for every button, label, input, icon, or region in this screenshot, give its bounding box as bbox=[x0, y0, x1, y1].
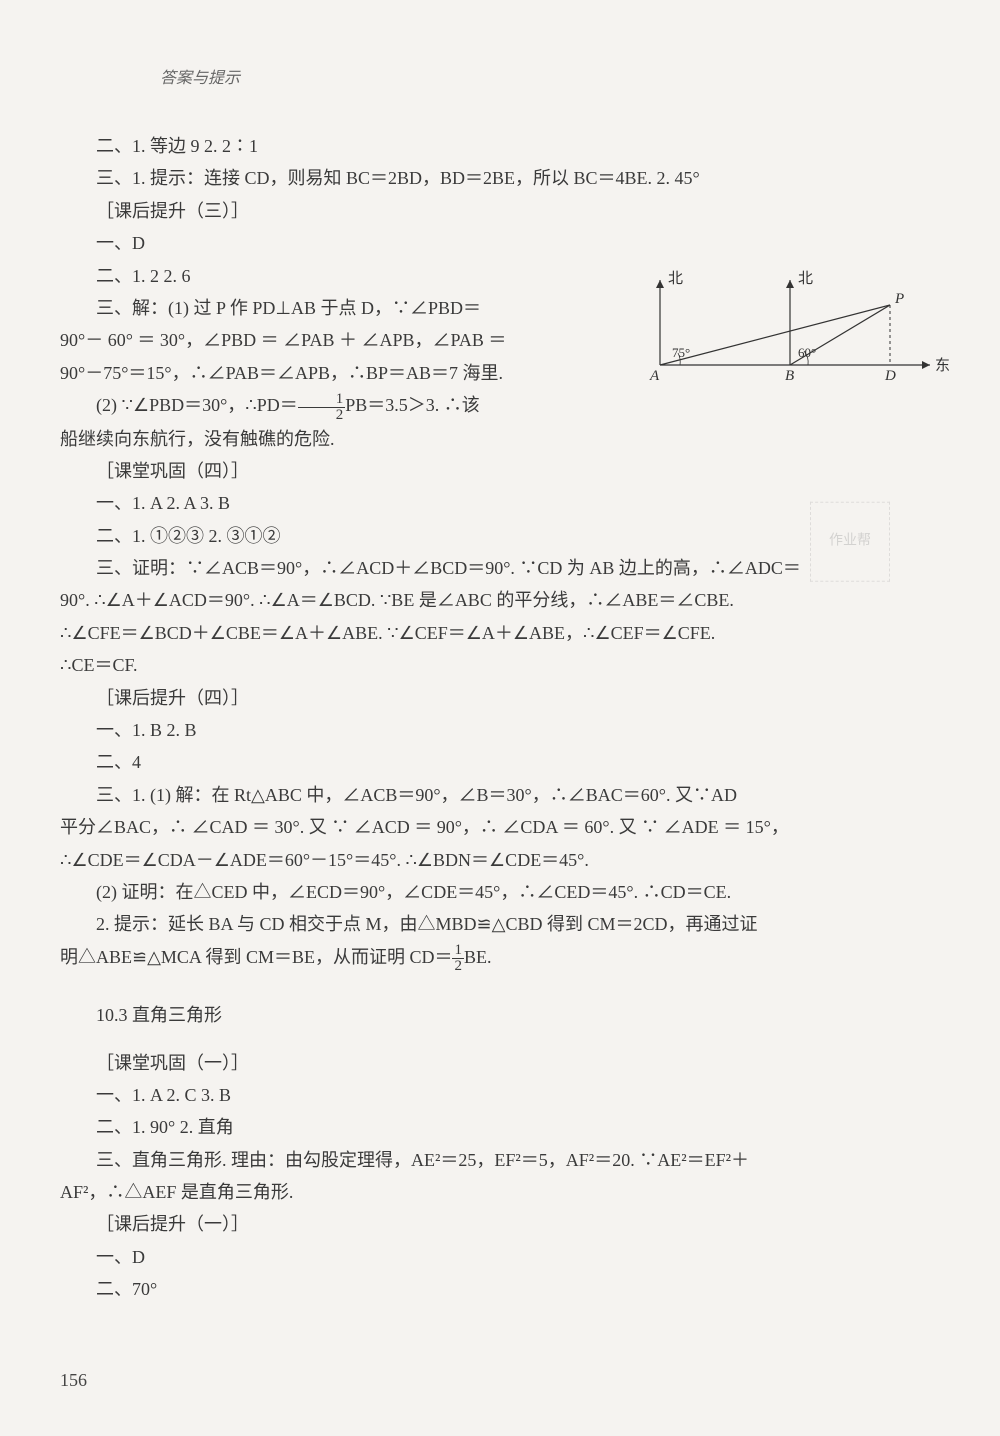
chapter-title: 10.3 直角三角形 bbox=[60, 999, 950, 1031]
fraction-denominator: 2 bbox=[452, 959, 464, 974]
fraction-denominator: 2 bbox=[298, 408, 346, 423]
text-line: 一、1. B 2. B bbox=[60, 714, 950, 746]
svg-text:A: A bbox=[649, 368, 660, 384]
text-fragment: 明△ABE≌△MCA 得到 CM＝BE，从而证明 CD＝ bbox=[60, 947, 452, 967]
svg-text:北: 北 bbox=[798, 270, 813, 287]
fraction: 12 bbox=[452, 943, 464, 974]
svg-text:B: B bbox=[785, 368, 794, 384]
svg-text:P: P bbox=[894, 291, 904, 307]
text-line: 平分∠BAC，∴ ∠CAD ＝ 30°. 又 ∵ ∠ACD ＝ 90°，∴ ∠C… bbox=[60, 811, 950, 843]
text-line: 一、D bbox=[60, 1241, 950, 1273]
page-number: 156 bbox=[60, 1364, 87, 1396]
text-line: 一、1. A 2. C 3. B bbox=[60, 1079, 950, 1111]
text-line: 三、直角三角形. 理由：由勾股定理得，AE²＝25，EF²＝5，AF²＝20. … bbox=[60, 1144, 950, 1176]
text-line: 二、1. 等边 9 2. 2∶1 bbox=[60, 130, 950, 162]
text-line: 二、70° bbox=[60, 1273, 950, 1305]
fraction-numerator: 1 bbox=[452, 943, 464, 959]
page-content: 二、1. 等边 9 2. 2∶1 三、1. 提示：连接 CD，则易知 BC＝2B… bbox=[60, 130, 950, 1306]
section-heading: ［课堂巩固（四）］ bbox=[60, 455, 950, 487]
text-line: 二、4 bbox=[60, 746, 950, 778]
section-heading: ［课堂巩固（一）］ bbox=[60, 1047, 950, 1079]
text-line: 船继续向东航行，没有触礁的危险. bbox=[60, 423, 950, 455]
text-fragment: BE. bbox=[464, 947, 492, 967]
text-line: 二、1. 90° 2. 直角 bbox=[60, 1111, 950, 1143]
svg-text:东: 东 bbox=[935, 357, 950, 374]
text-line: (2) 证明：在△CED 中，∠ECD＝90°，∠CDE＝45°，∴∠CED＝4… bbox=[60, 876, 950, 908]
section-heading: ［课后提升（四）］ bbox=[60, 682, 950, 714]
svg-text:60°: 60° bbox=[798, 345, 816, 360]
section-heading: ［课后提升（三）］ bbox=[60, 195, 950, 227]
svg-text:D: D bbox=[884, 368, 896, 384]
text-line: 2. 提示：延长 BA 与 CD 相交于点 M，由△MBD≌△CBD 得到 CM… bbox=[60, 908, 950, 940]
section-heading: ［课后提升（一）］ bbox=[60, 1208, 950, 1240]
fraction: 12 bbox=[298, 392, 346, 423]
text-fragment: (2) ∵∠PBD＝30°，∴PD＝ bbox=[96, 395, 298, 415]
text-fragment: PB＝3.5＞3. ∴该 bbox=[345, 395, 480, 415]
text-line: 三、解：(1) 过 P 作 PD⊥AB 于点 D，∵∠PBD＝ bbox=[60, 292, 630, 324]
text-line: ∴∠CDE＝∠CDA－∠ADE＝60°－15°＝45°. ∴∠BDN＝∠CDE＝… bbox=[60, 844, 950, 876]
text-line: 明△ABE≌△MCA 得到 CM＝BE，从而证明 CD＝12BE. bbox=[60, 941, 950, 974]
text-line: ∴CE＝CF. bbox=[60, 649, 950, 681]
svg-text:75°: 75° bbox=[672, 345, 690, 360]
text-line: 90°－75°＝15°，∴∠PAB＝∠APB，∴BP＝AB＝7 海里. bbox=[60, 357, 630, 389]
fraction-numerator: 1 bbox=[298, 392, 346, 408]
geometry-figure: 北 北 东 A B D P 75° 60° bbox=[630, 265, 950, 385]
svg-text:北: 北 bbox=[668, 270, 683, 287]
text-line: 90°－ 60° ＝ 30°，∠PBD ＝ ∠PAB ＋ ∠APB，∠PAB ＝ bbox=[60, 324, 630, 356]
text-line: 三、1. (1) 解：在 Rt△ABC 中，∠ACB＝90°，∠B＝30°，∴∠… bbox=[60, 779, 950, 811]
text-line: AF²，∴△AEF 是直角三角形. bbox=[60, 1176, 950, 1208]
text-line: 三、1. 提示：连接 CD，则易知 BC＝2BD，BD＝2BE，所以 BC＝4B… bbox=[60, 162, 950, 194]
text-line: 一、D bbox=[60, 227, 950, 259]
text-line: (2) ∵∠PBD＝30°，∴PD＝12PB＝3.5＞3. ∴该 bbox=[60, 389, 630, 422]
header-label: 答案与提示 bbox=[150, 65, 250, 94]
